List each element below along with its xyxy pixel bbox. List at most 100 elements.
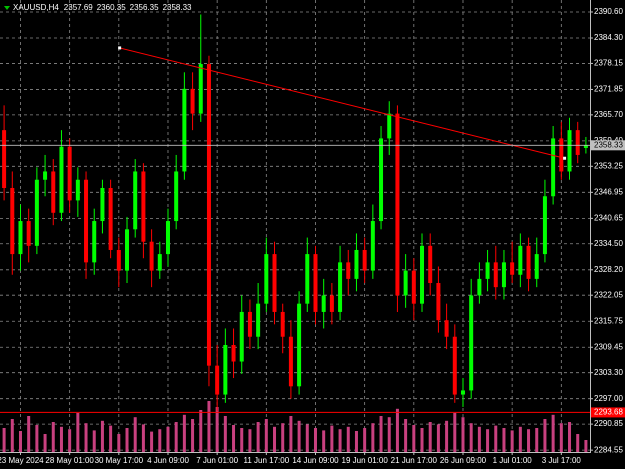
candle-body <box>92 221 97 263</box>
candle-body <box>198 64 203 114</box>
y-tick-label: 2371.85 <box>594 85 623 94</box>
high-value: 2360.35 <box>97 3 126 12</box>
candle-body <box>411 270 416 304</box>
volume-bar <box>223 416 227 452</box>
volume-bar <box>10 419 14 452</box>
symbol: XAUUSD,H4 <box>13 3 59 12</box>
candle-body <box>51 171 56 213</box>
candle-body <box>370 221 375 271</box>
candle-body <box>165 221 170 255</box>
volume-bar <box>453 413 457 452</box>
candle-body <box>67 146 72 201</box>
trendline-handle <box>118 46 122 50</box>
candle-body <box>542 196 547 255</box>
volume-bar <box>273 426 277 452</box>
x-tick-label: 3 Jul 17:00 <box>542 456 582 465</box>
volume-bar <box>248 429 252 452</box>
candle-body <box>313 254 318 312</box>
candle-body <box>215 365 220 395</box>
y-tick-label: 2328.20 <box>594 265 623 274</box>
x-tick-label: 28 May 01:00 <box>45 456 94 465</box>
x-tick-label: 19 Jun 01:00 <box>342 456 389 465</box>
candle-body <box>338 262 343 312</box>
volume-bar <box>27 416 31 452</box>
low-value: 2356.35 <box>130 3 159 12</box>
level-label: 2293.68 <box>594 408 623 417</box>
volume-bar <box>461 417 465 452</box>
candle-body <box>493 262 498 288</box>
volume-bar <box>346 426 350 452</box>
volume-bar <box>387 417 391 452</box>
candle-body <box>518 245 523 275</box>
open-value: 2357.69 <box>64 3 93 12</box>
y-tick-label: 2346.95 <box>594 187 623 196</box>
candle-body <box>346 262 351 279</box>
candle-body <box>247 311 252 337</box>
y-tick-label: 2297.00 <box>594 394 623 403</box>
volume-bar <box>527 429 531 452</box>
volume-bar <box>150 431 154 452</box>
volume-bar <box>469 423 473 452</box>
candle-body <box>174 171 179 222</box>
candle-body <box>108 187 113 250</box>
candle-body <box>297 303 302 387</box>
volume-bar <box>477 426 481 452</box>
y-tick-label: 2309.45 <box>594 342 623 351</box>
volume-bar <box>281 423 285 452</box>
candle-body <box>206 64 211 366</box>
volume-bar <box>232 425 236 452</box>
volume-bar <box>240 428 244 452</box>
volume-bar <box>256 422 260 452</box>
candle-body <box>460 390 465 395</box>
candle-body <box>18 221 23 255</box>
x-tick-label: 14 Jun 09:00 <box>292 456 339 465</box>
volume-bar <box>92 430 96 452</box>
candle-body <box>157 254 162 271</box>
y-tick-label: 2390.60 <box>594 7 623 16</box>
y-tick-label: 2384.30 <box>594 33 623 42</box>
candle-body <box>34 179 39 246</box>
bid-label: 2358.33 <box>594 140 623 149</box>
volume-bar <box>420 428 424 452</box>
candle-body <box>321 295 326 312</box>
volume-bar <box>436 424 440 452</box>
volume-bar <box>51 422 55 452</box>
candle-body <box>305 254 310 304</box>
volume-bar <box>289 416 293 452</box>
x-tick-label: 4 Jun 09:00 <box>147 456 189 465</box>
candle-body <box>567 130 572 172</box>
candle-body <box>436 283 441 321</box>
candle-body <box>141 171 146 242</box>
candle-body <box>125 229 130 271</box>
volume-bar <box>117 434 121 452</box>
volume-bar <box>379 416 383 452</box>
close-value: 2358.33 <box>163 3 192 12</box>
candle-body <box>575 130 580 155</box>
candle-body <box>428 245 433 284</box>
candle-body <box>485 262 490 279</box>
volume-bar <box>568 422 572 452</box>
volume-bar <box>494 425 498 452</box>
candle-body <box>26 221 31 246</box>
x-tick-label: 1 Jul 01:00 <box>493 456 533 465</box>
x-tick-label: 21 Jun 17:00 <box>391 456 438 465</box>
volume-bar <box>199 410 203 452</box>
y-tick-label: 2365.70 <box>594 110 623 119</box>
collapse-arrow[interactable] <box>4 6 10 10</box>
volume-bar <box>2 428 6 452</box>
candle-body <box>469 295 474 391</box>
volume-bar <box>43 434 47 452</box>
candle-body <box>239 311 244 362</box>
candle-body <box>231 344 236 362</box>
volume-bar <box>125 428 129 452</box>
volume-bar <box>322 430 326 452</box>
volume-bar <box>109 425 113 452</box>
trendline-handle <box>563 156 567 160</box>
x-tick-label: 30 May 17:00 <box>95 456 144 465</box>
x-tick-label: 11 Jun 17:00 <box>243 456 289 465</box>
volume-bar <box>100 420 104 452</box>
y-tick-label: 2303.30 <box>594 368 623 377</box>
x-tick-label: 7 Jun 01:00 <box>196 456 238 465</box>
trendline <box>119 47 565 159</box>
